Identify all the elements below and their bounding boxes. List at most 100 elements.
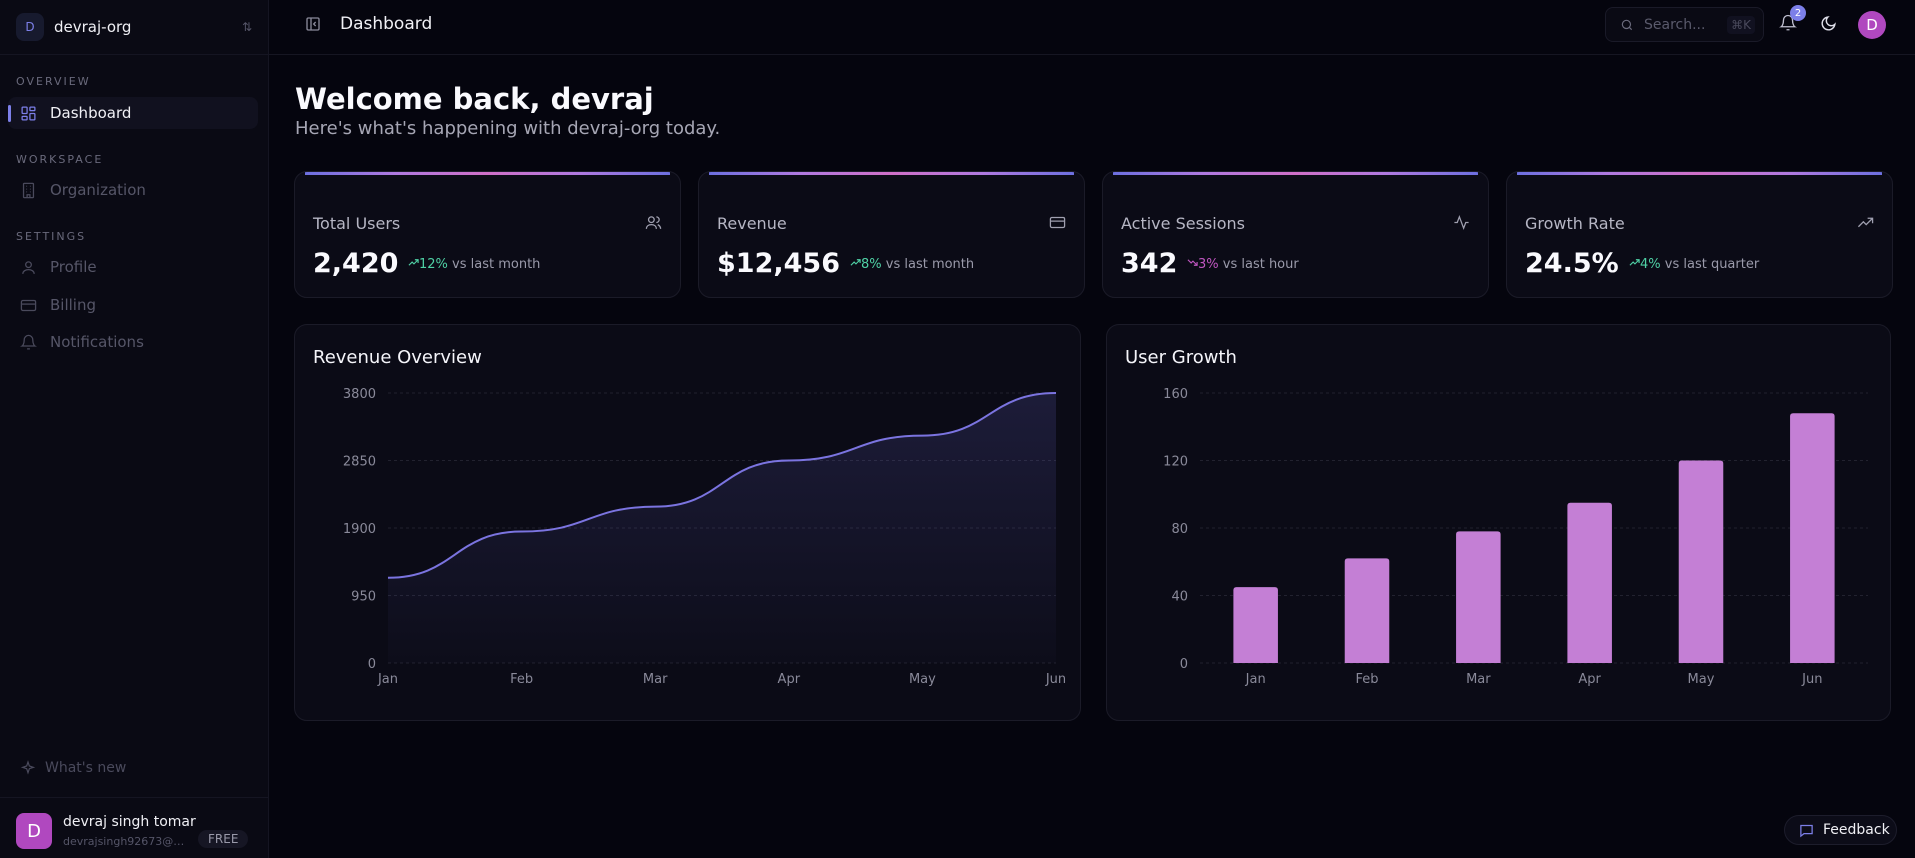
section-label-settings: SETTINGS: [16, 230, 87, 243]
whats-new-link[interactable]: What's new: [20, 760, 126, 776]
y-tick-label: 0: [368, 657, 376, 672]
credit-card-icon: [20, 299, 37, 311]
user-email: devrajsingh92673@gm...: [63, 835, 188, 848]
stat-change-period: vs last month: [885, 257, 975, 272]
welcome-subtitle: Here's what's happening with devraj-org …: [295, 118, 721, 139]
y-tick-label: 0: [1180, 657, 1188, 672]
org-switcher[interactable]: D devraj-org ⇅: [16, 13, 252, 41]
stat-card-growth-rate: Growth Rate 24.5% 4% vs last quarter: [1506, 171, 1893, 298]
stat-card-active-sessions: Active Sessions 342 3% vs last hour: [1102, 171, 1489, 298]
activity-icon: [1454, 215, 1469, 230]
x-tick-label: Apr: [778, 672, 801, 687]
user-icon: [22, 260, 35, 274]
divider: [0, 54, 269, 55]
sidebar-item-dashboard[interactable]: Dashboard: [8, 97, 258, 129]
x-tick-label: Feb: [1355, 672, 1378, 687]
stat-label: Revenue: [717, 214, 787, 233]
bar-apr: [1567, 502, 1612, 663]
bar-jun: [1790, 413, 1835, 663]
plan-badge: FREE: [198, 830, 249, 848]
stat-change: 12% vs last month: [408, 257, 540, 272]
sidebar-item-billing[interactable]: Billing: [8, 289, 258, 321]
search-placeholder: Search...: [1644, 16, 1706, 33]
bar-feb: [1344, 558, 1390, 663]
stat-card-revenue: Revenue $12,456 8% vs last month: [698, 171, 1085, 298]
stat-change-percent: 3%: [1198, 257, 1219, 272]
x-tick-label: Jun: [1801, 672, 1822, 687]
y-tick-label: 1900: [343, 522, 376, 537]
feedback-button[interactable]: Feedback: [1784, 815, 1897, 845]
search-input[interactable]: Search... ⌘K: [1605, 7, 1764, 42]
x-tick-label: Apr: [1578, 672, 1601, 687]
bar-jan: [1233, 587, 1278, 663]
user-name: devraj singh tomar: [63, 814, 196, 830]
bell-icon: [20, 334, 37, 350]
trend-up-icon: [1629, 259, 1640, 266]
sidebar-item-notifications[interactable]: Notifications: [8, 326, 258, 358]
users-icon: [645, 216, 662, 229]
stat-change-percent: 4%: [1640, 257, 1661, 272]
divider: [0, 797, 269, 798]
x-tick-label: Jun: [1045, 672, 1066, 687]
theme-toggle-moon-icon[interactable]: [1820, 15, 1837, 32]
stat-change-percent: 12%: [419, 257, 448, 272]
revenue-area-chart: 0 950 1900 2850 3800 Jan Feb Mar Apr May Jun: [343, 387, 1066, 687]
stat-change-period: vs last quarter: [1664, 257, 1760, 272]
section-label-workspace: WORKSPACE: [16, 153, 104, 166]
stat-card-total-users: Total Users 2,420 12% vs last month: [294, 171, 681, 298]
y-tick-label: 80: [1171, 522, 1188, 537]
y-tick-label: 3800: [343, 387, 376, 402]
trend-up-icon: [850, 259, 861, 266]
revenue-line: [387, 392, 1057, 579]
area-fill: [388, 393, 1056, 663]
chevron-up-down-icon: ⇅: [241, 20, 252, 34]
sidebar-item-organization[interactable]: Organization: [8, 174, 258, 206]
trending-up-icon: [1857, 217, 1874, 228]
stat-change-period: vs last month: [452, 257, 541, 272]
sidebar-item-label: Notifications: [50, 333, 144, 351]
revenue-overview-card: Revenue Overview 0 950 1900 2850 3800 Jan Feb M…: [294, 324, 1081, 721]
y-tick-label: 120: [1163, 455, 1188, 470]
sidebar-item-label: Dashboard: [50, 104, 132, 122]
user-menu[interactable]: D devraj singh tomar devrajsingh92673@gm…: [16, 813, 256, 849]
org-avatar: D: [16, 13, 44, 41]
section-label-overview: OVERVIEW: [16, 75, 91, 88]
x-tick-label: Feb: [510, 672, 533, 687]
whats-new-label: What's new: [45, 760, 127, 776]
dashboard-grid-icon: [21, 105, 36, 121]
stat-change-percent: 8%: [861, 257, 882, 272]
x-tick-label: Jan: [377, 672, 398, 687]
notifications-bell-icon[interactable]: [1779, 14, 1797, 32]
credit-card-icon: [1049, 216, 1066, 229]
stat-change: 4% vs last quarter: [1629, 257, 1759, 272]
sidebar-toggle-icon[interactable]: [305, 16, 321, 32]
sidebar-item-label: Profile: [50, 258, 97, 276]
user-growth-card: User Growth 0 40 80 120 160 Jan Feb Mar Apr May Ju…: [1106, 324, 1891, 721]
bar-mar: [1456, 531, 1501, 663]
feedback-label: Feedback: [1823, 822, 1890, 838]
stat-change: 8% vs last month: [850, 257, 974, 272]
stat-label: Growth Rate: [1525, 214, 1625, 233]
user-growth-bar-chart: 0 40 80 120 160 Jan Feb Mar Apr May Jun: [1163, 387, 1868, 687]
sidebar-item-profile[interactable]: Profile: [8, 251, 258, 283]
avatar: D: [16, 813, 52, 849]
trend-down-icon: [1187, 259, 1198, 266]
y-tick-label: 40: [1171, 590, 1188, 605]
stat-value: $12,456: [717, 248, 840, 279]
y-tick-label: 160: [1163, 387, 1188, 402]
building-icon: [22, 182, 35, 198]
stat-value: 342: [1121, 248, 1178, 279]
sidebar-item-label: Organization: [50, 181, 146, 199]
stat-change: 3% vs last hour: [1187, 257, 1299, 272]
x-tick-label: Mar: [643, 672, 668, 687]
chart-title: User Growth: [1125, 347, 1237, 368]
x-tick-label: Mar: [1466, 672, 1491, 687]
chart-title: Revenue Overview: [313, 347, 482, 368]
x-tick-label: May: [909, 672, 936, 687]
top-bar: Dashboard Search... ⌘K 2 D: [269, 0, 1915, 55]
user-avatar-button[interactable]: D: [1858, 11, 1886, 39]
page-title: Dashboard: [340, 14, 433, 34]
search-icon: [1621, 19, 1633, 30]
stat-label: Total Users: [313, 214, 401, 233]
stat-value: 2,420: [313, 248, 399, 279]
